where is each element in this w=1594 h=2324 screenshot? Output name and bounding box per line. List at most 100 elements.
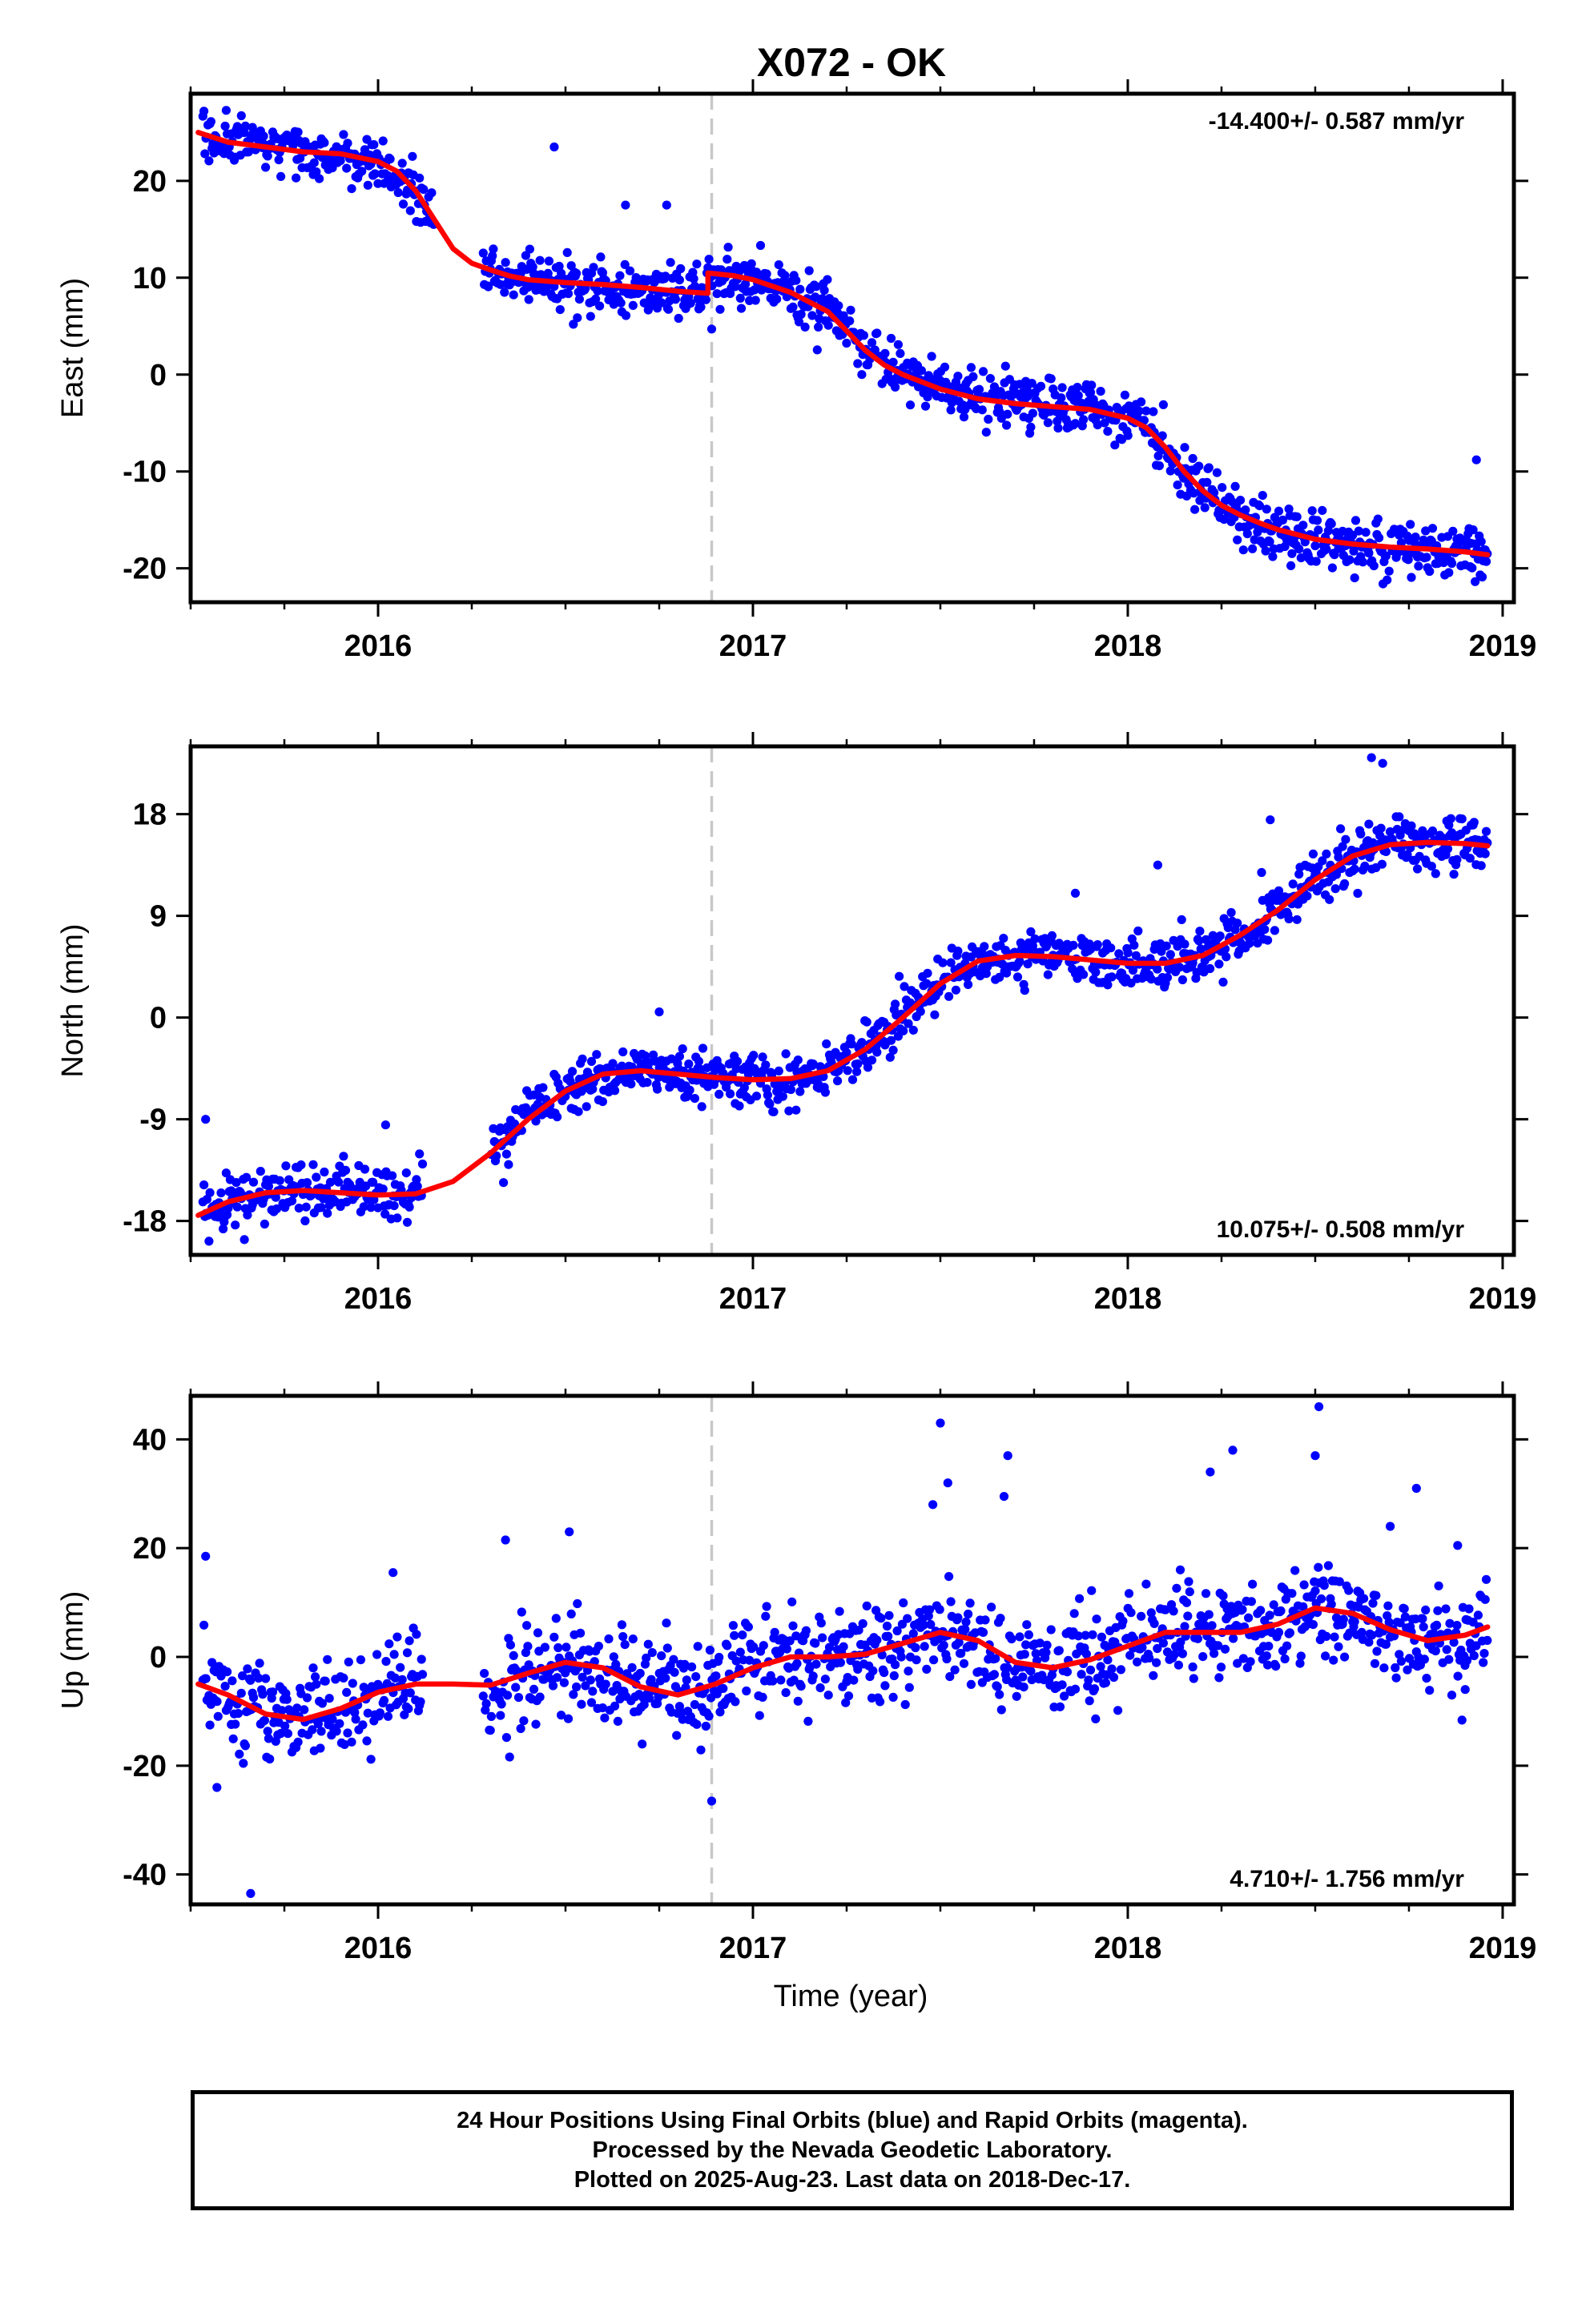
data-point xyxy=(1096,387,1105,396)
data-point xyxy=(833,1076,843,1086)
data-point xyxy=(312,1172,321,1182)
data-point xyxy=(405,206,415,215)
data-point xyxy=(849,1675,859,1685)
data-point xyxy=(1162,973,1173,983)
data-points xyxy=(198,753,1492,1246)
data-point xyxy=(1340,1652,1350,1662)
data-point xyxy=(743,1622,754,1632)
data-point xyxy=(1383,1601,1393,1610)
outlier-point xyxy=(1367,753,1376,762)
data-point xyxy=(378,136,388,146)
data-point xyxy=(402,1217,413,1227)
data-point xyxy=(1321,1651,1330,1661)
data-point xyxy=(661,271,670,281)
data-point xyxy=(1287,1589,1297,1598)
data-point xyxy=(216,1188,226,1198)
data-point xyxy=(1262,1651,1271,1661)
data-point xyxy=(751,1092,762,1101)
data-point xyxy=(978,367,988,376)
data-point xyxy=(509,290,518,300)
data-point xyxy=(669,1655,678,1664)
data-point xyxy=(294,1204,304,1213)
data-point xyxy=(1256,1606,1266,1615)
data-point xyxy=(1054,1646,1064,1655)
data-point xyxy=(834,301,843,311)
data-point xyxy=(1081,1649,1091,1659)
data-point xyxy=(1060,1691,1069,1701)
data-point xyxy=(309,158,319,167)
data-point xyxy=(1284,505,1294,514)
data-point xyxy=(350,1707,360,1717)
data-point xyxy=(1341,834,1350,844)
data-point xyxy=(1444,1655,1454,1664)
data-point xyxy=(242,1172,252,1182)
data-point xyxy=(926,1619,936,1630)
data-point xyxy=(415,1149,425,1159)
data-point xyxy=(657,298,666,308)
data-point xyxy=(1093,420,1102,430)
data-point xyxy=(1384,1618,1394,1627)
data-point xyxy=(1395,812,1404,822)
data-point xyxy=(867,1055,877,1065)
data-point xyxy=(268,1687,278,1697)
data-point xyxy=(1057,1680,1067,1690)
data-point xyxy=(206,117,215,127)
data-point xyxy=(1158,1638,1168,1648)
data-point xyxy=(261,163,271,172)
data-point xyxy=(908,1629,918,1638)
data-point xyxy=(1425,566,1435,577)
data-point xyxy=(1026,927,1036,937)
data-point xyxy=(511,1683,521,1692)
data-point xyxy=(1427,524,1438,533)
data-point xyxy=(1469,818,1479,827)
data-point xyxy=(788,1621,798,1630)
data-point xyxy=(601,1679,610,1689)
data-point xyxy=(1413,864,1423,874)
data-point xyxy=(747,259,756,268)
data-point xyxy=(835,1606,844,1616)
data-point xyxy=(488,251,497,261)
data-point xyxy=(1325,895,1334,904)
data-point xyxy=(1369,561,1379,571)
data-point xyxy=(358,1720,368,1730)
data-point xyxy=(1481,557,1491,566)
outlier-point xyxy=(999,1492,1009,1502)
data-point xyxy=(1238,545,1248,555)
data-point xyxy=(348,1679,357,1688)
data-point xyxy=(1274,1627,1284,1637)
data-point xyxy=(1445,1618,1455,1628)
data-point xyxy=(736,304,747,313)
data-point xyxy=(260,1219,269,1229)
data-point xyxy=(1173,480,1182,490)
x-axis-title: Time (year) xyxy=(774,1980,928,2013)
data-point xyxy=(1035,1638,1045,1648)
data-point xyxy=(961,1617,971,1626)
data-point xyxy=(1153,1643,1162,1654)
data-point xyxy=(761,1611,771,1621)
data-point xyxy=(566,1076,575,1087)
data-point xyxy=(1395,1618,1405,1627)
data-point xyxy=(1375,533,1384,543)
data-point xyxy=(891,999,900,1009)
data-point xyxy=(553,1642,563,1653)
data-point xyxy=(1421,526,1431,536)
data-point xyxy=(1057,393,1066,403)
data-point xyxy=(823,1691,833,1700)
data-point xyxy=(1169,1650,1179,1659)
data-point xyxy=(1457,814,1467,824)
data-point xyxy=(569,320,578,329)
data-point xyxy=(715,1707,725,1717)
data-point xyxy=(946,1597,956,1606)
data-point xyxy=(819,285,829,296)
data-point xyxy=(1419,1622,1428,1632)
data-point xyxy=(880,1668,889,1678)
data-point xyxy=(492,1151,501,1160)
data-point xyxy=(263,151,272,161)
data-point xyxy=(296,1160,306,1170)
data-point xyxy=(311,1672,320,1682)
data-point xyxy=(280,1721,290,1731)
data-point xyxy=(1084,1675,1093,1685)
data-point xyxy=(1407,821,1416,830)
data-point xyxy=(1287,549,1297,558)
data-point xyxy=(690,1699,700,1710)
